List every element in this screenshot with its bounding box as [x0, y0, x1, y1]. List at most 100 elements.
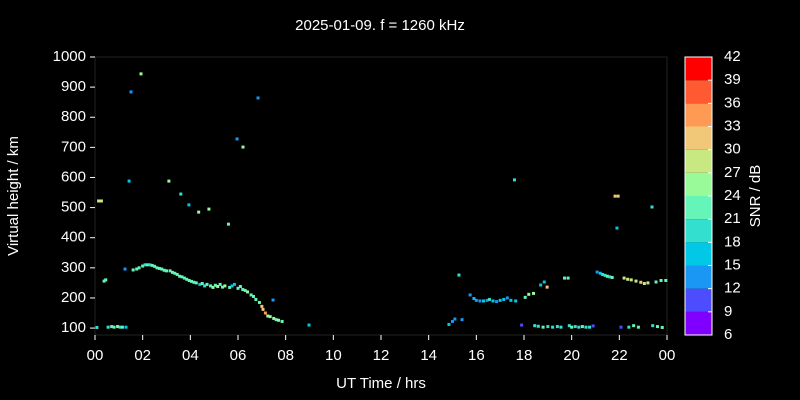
- point: [168, 269, 172, 273]
- colorbar-band: [685, 57, 712, 81]
- point: [481, 299, 485, 303]
- point: [539, 283, 543, 287]
- point: [271, 298, 275, 302]
- colorbar-band: [685, 242, 712, 266]
- colorbar-band: [685, 126, 712, 150]
- x-tick-label: 20: [563, 347, 580, 364]
- point: [268, 315, 272, 319]
- colorbar-tick-label: 27: [724, 164, 741, 181]
- point: [627, 325, 631, 329]
- point: [650, 205, 654, 209]
- point: [235, 137, 239, 141]
- point: [573, 325, 577, 329]
- point: [601, 272, 605, 276]
- point: [187, 203, 191, 207]
- point: [472, 297, 476, 301]
- point: [523, 295, 527, 299]
- point: [124, 325, 128, 329]
- y-tick-label: 500: [61, 199, 86, 216]
- point: [277, 318, 281, 322]
- point: [555, 325, 559, 329]
- colorbar-tick-label: 42: [724, 48, 741, 65]
- point: [232, 282, 236, 286]
- point: [173, 271, 177, 275]
- point: [616, 194, 620, 198]
- point: [629, 278, 633, 282]
- point: [478, 299, 482, 303]
- point: [307, 323, 311, 327]
- point: [512, 178, 516, 182]
- y-tick-label: 600: [61, 168, 86, 185]
- point: [118, 325, 122, 329]
- colorbar-tick-label: 6: [724, 326, 732, 343]
- point: [619, 325, 623, 329]
- point: [150, 263, 154, 267]
- point: [546, 325, 550, 329]
- point: [198, 282, 202, 286]
- colorbar-tick-label: 21: [724, 210, 741, 227]
- point: [551, 325, 555, 329]
- point: [241, 288, 245, 292]
- y-tick-label: 400: [61, 229, 86, 246]
- x-tick-label: 02: [134, 347, 151, 364]
- point: [646, 281, 650, 285]
- point: [274, 318, 278, 322]
- chart-title: 2025-01-09. f = 1260 kHz: [295, 17, 465, 34]
- point: [659, 278, 663, 282]
- colorbar-band: [685, 80, 712, 104]
- point: [613, 194, 617, 198]
- point: [167, 179, 171, 183]
- point: [127, 179, 131, 183]
- point: [223, 284, 227, 288]
- point: [632, 324, 636, 328]
- x-tick-label: 06: [230, 347, 247, 364]
- point: [536, 324, 540, 328]
- point: [622, 276, 626, 280]
- colorbar-tick-label: 30: [724, 141, 741, 158]
- point: [615, 226, 619, 230]
- point: [642, 281, 646, 285]
- point: [520, 323, 524, 327]
- point: [263, 311, 267, 315]
- colorbar-band: [685, 149, 712, 173]
- point: [213, 283, 217, 287]
- point: [505, 296, 509, 300]
- point: [254, 297, 258, 301]
- colorbar-tick-label: 24: [724, 187, 741, 204]
- x-tick-label: 04: [182, 347, 199, 364]
- point: [261, 307, 265, 311]
- point: [139, 72, 143, 76]
- point: [129, 90, 133, 94]
- point: [563, 276, 567, 280]
- point: [639, 280, 643, 284]
- point: [559, 325, 563, 329]
- point: [636, 325, 640, 329]
- point: [584, 325, 588, 329]
- point: [468, 293, 472, 297]
- point: [120, 325, 124, 329]
- x-tick-label: 10: [325, 347, 342, 364]
- point: [104, 278, 108, 282]
- x-tick-label: 22: [611, 347, 628, 364]
- colorbar-band: [685, 288, 712, 312]
- point: [580, 325, 584, 329]
- point: [145, 263, 149, 267]
- point: [216, 285, 220, 289]
- colorbar-tick-label: 33: [724, 117, 741, 134]
- point: [491, 299, 495, 303]
- point: [137, 266, 141, 270]
- point: [655, 325, 659, 329]
- point: [570, 325, 574, 329]
- y-tick-label: 900: [61, 78, 86, 95]
- point: [197, 210, 201, 214]
- point: [280, 319, 284, 323]
- point: [211, 285, 215, 289]
- point: [514, 299, 518, 303]
- colorbar-tick-label: 12: [724, 280, 741, 297]
- point: [141, 264, 145, 268]
- point: [243, 288, 247, 292]
- point: [131, 268, 135, 272]
- point: [634, 279, 638, 283]
- point: [260, 304, 264, 308]
